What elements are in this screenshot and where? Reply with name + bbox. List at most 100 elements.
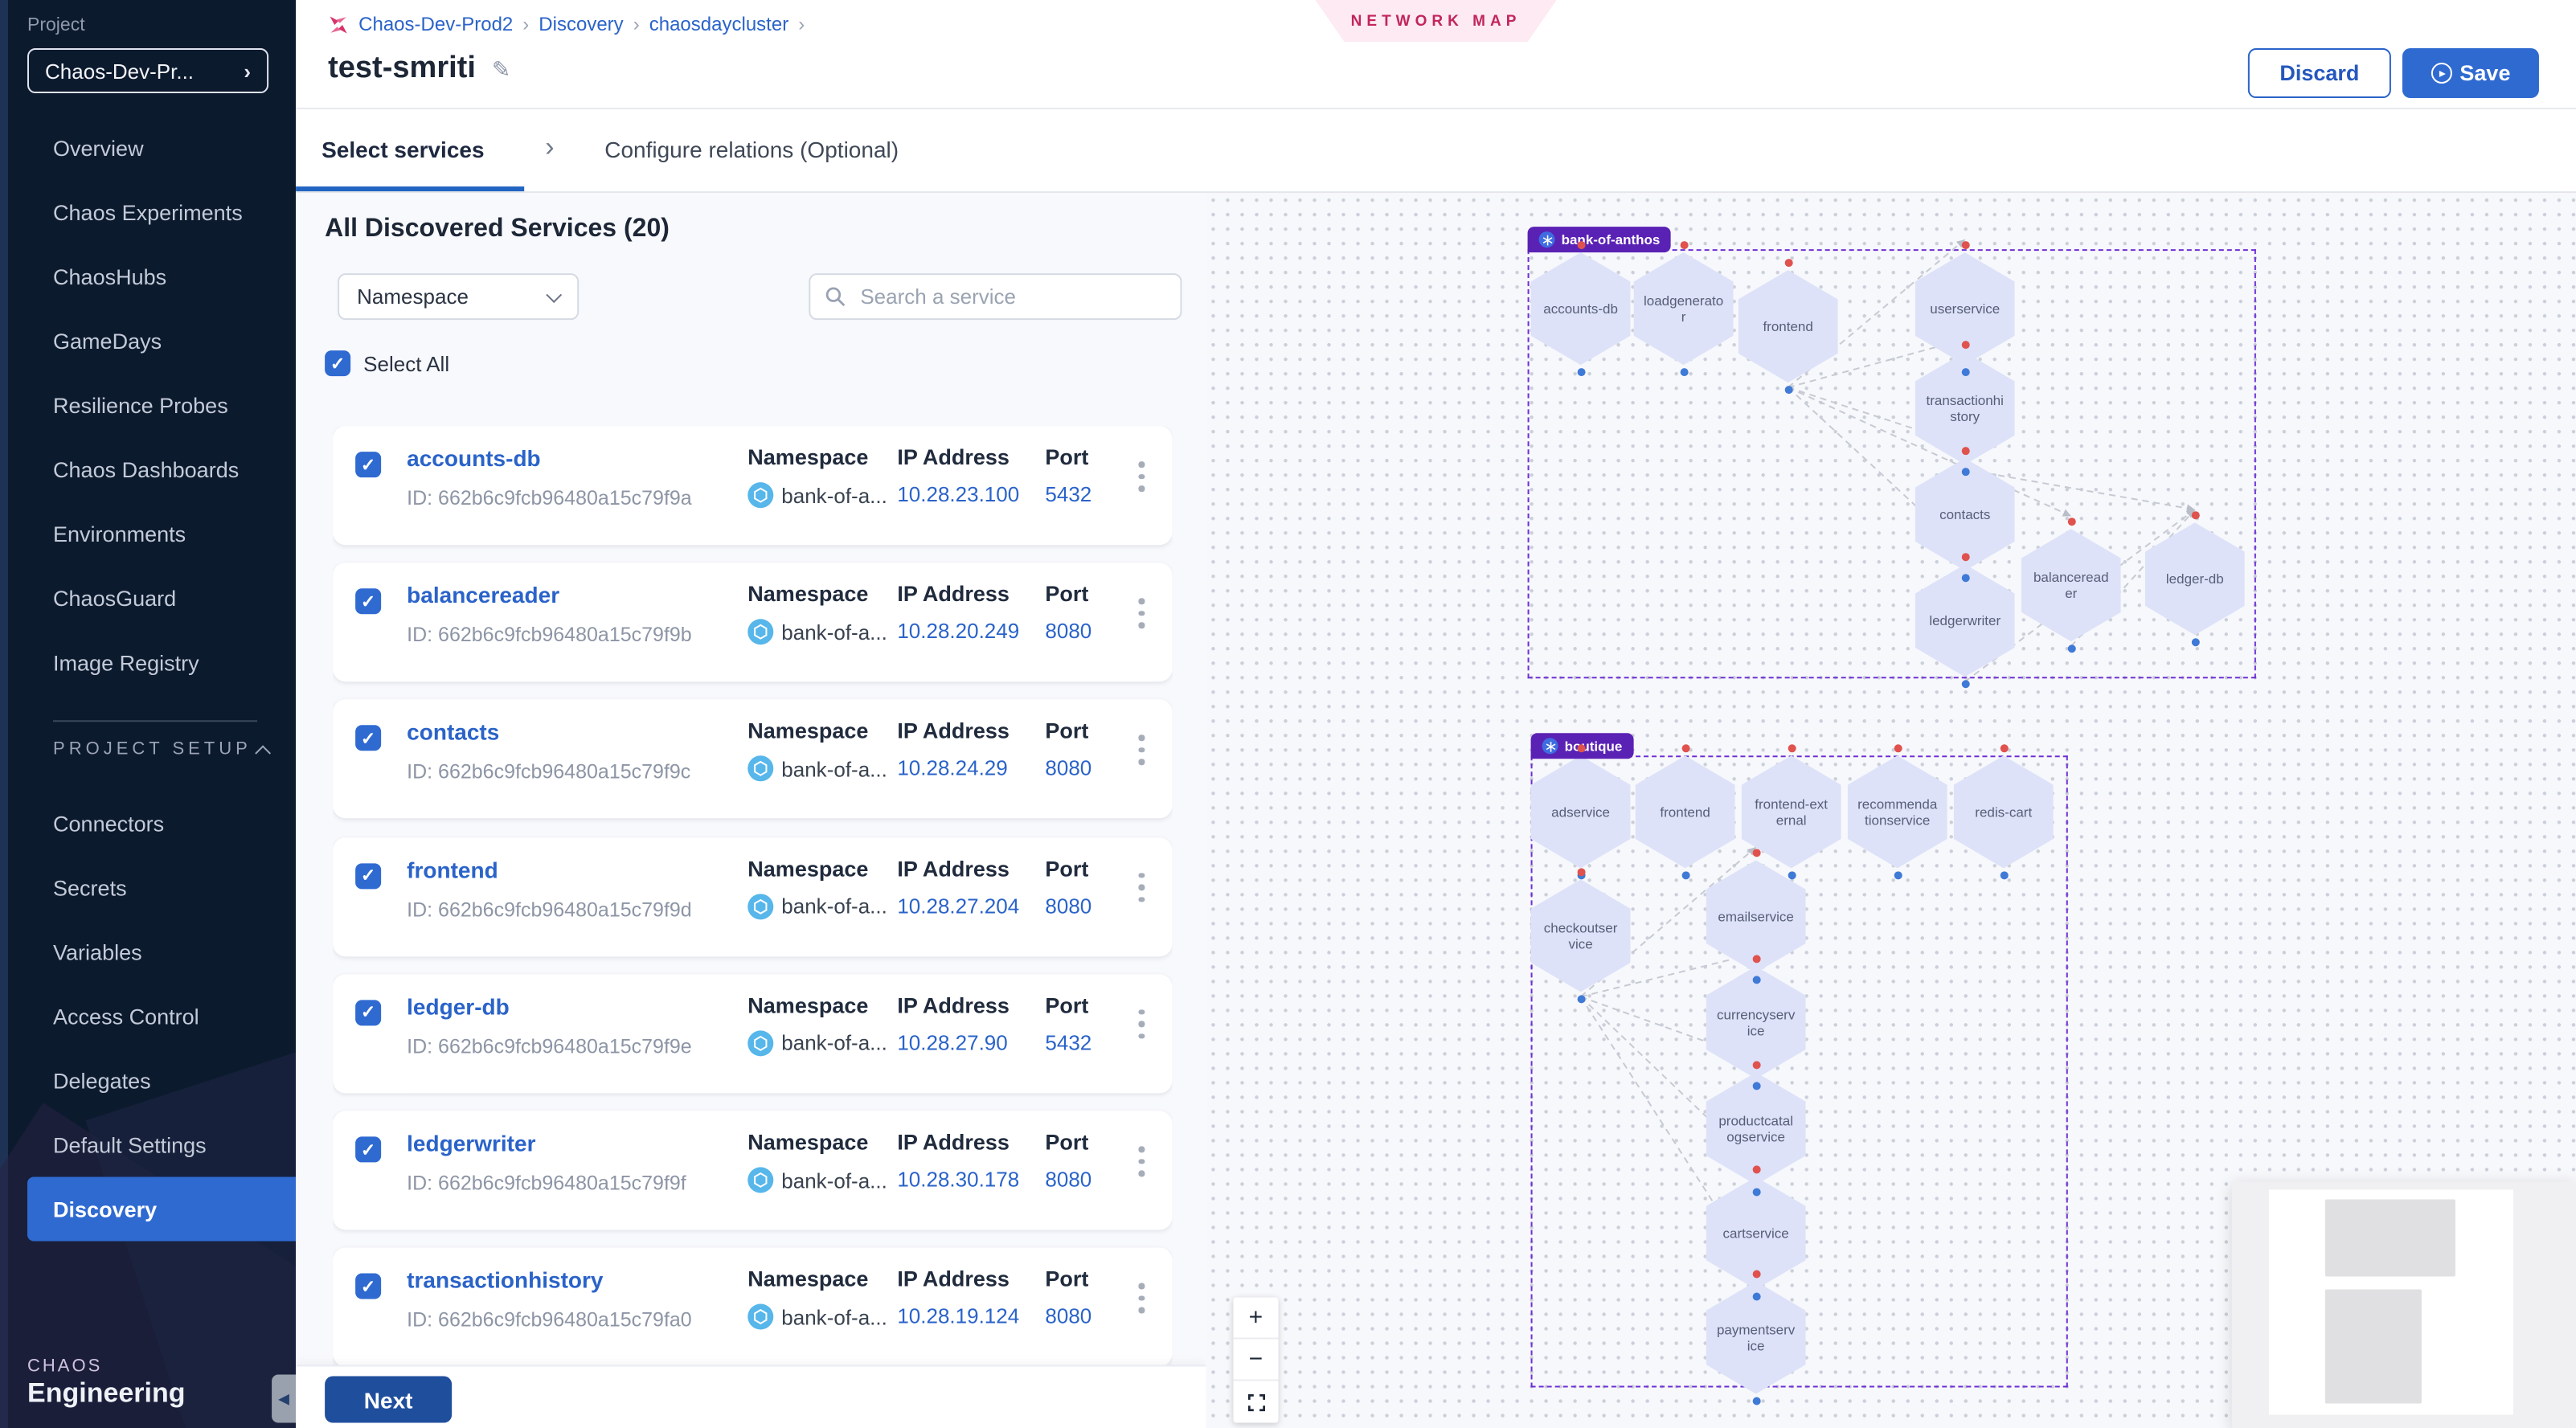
service-name-link[interactable]: contacts [407,719,500,746]
sidebar-item-secrets[interactable]: Secrets [53,875,127,900]
select-all-checkbox[interactable]: ✓ [325,350,351,377]
edit-pencil-icon[interactable]: ✎ [491,55,511,82]
service-checkbox[interactable]: ✓ [355,588,382,615]
ip-column-header: IP Address [897,582,1010,607]
node-label: ledgerwriter [1929,612,2001,629]
project-setup-header[interactable]: PROJECT SETUP [53,739,272,761]
service-search[interactable] [809,273,1182,321]
service-name-link[interactable]: ledger-db [407,992,510,1019]
sidebar-item-connectors[interactable]: Connectors [53,811,165,836]
minimap-cluster-bank-of-anthos [2324,1199,2455,1277]
service-name-link[interactable]: frontend [407,856,498,882]
sidebar-item-environments[interactable]: Environments [53,522,186,546]
node-port-dot-top [1751,1165,1760,1174]
service-menu-kebab-icon[interactable] [1132,455,1150,497]
fullscreen-button[interactable] [1233,1381,1279,1423]
service-card-accounts-db: ✓ accounts-db ID: 662b6c9fcb96480a15c79f9a… [333,426,1173,546]
sidebar-item-variables[interactable]: Variables [53,939,142,964]
node-port-dot-top [1576,868,1585,877]
discard-button[interactable]: Discard [2247,48,2391,99]
sidebar-item-chaosguard[interactable]: ChaosGuard [53,586,177,611]
port-column-header: Port [1045,445,1089,470]
namespace-icon [747,756,774,783]
service-checkbox[interactable]: ✓ [355,1136,382,1163]
node-label: loadgenerator [1643,292,1724,325]
sidebar-item-overview[interactable]: Overview [53,136,144,161]
sidebar-collapse-button[interactable]: ◀ [272,1374,297,1423]
sidebar-item-chaos-dashboards[interactable]: Chaos Dashboards [53,457,240,482]
service-checkbox[interactable]: ✓ [355,452,382,478]
sidebar-item-chaoshubs[interactable]: ChaosHubs [53,264,167,289]
sidebar-item-access-control[interactable]: Access Control [53,1004,199,1029]
service-menu-kebab-icon[interactable] [1132,1140,1150,1182]
service-menu-kebab-icon[interactable] [1132,1003,1150,1045]
node-label: contacts [1939,506,1991,523]
next-button[interactable]: Next [325,1376,453,1423]
sidebar-item-gamedays[interactable]: GameDays [53,329,162,354]
sidebar-rail [0,0,9,1428]
node-port-dot-top [1960,447,1969,456]
service-checkbox[interactable]: ✓ [355,726,382,752]
service-card-ledger-db: ✓ ledger-db ID: 662b6c9fcb96480a15c79f9e Na… [333,973,1173,1094]
service-checkbox[interactable]: ✓ [355,999,382,1025]
service-menu-kebab-icon[interactable] [1132,729,1150,771]
project-selector[interactable]: Chaos-Dev-Pr... › [27,48,269,94]
node-port-dot-bottom [1751,1292,1760,1301]
namespace-icon [747,1167,774,1193]
namespace-filter-dropdown[interactable]: Namespace [338,273,579,321]
tab-select-services[interactable]: Select services [321,137,485,163]
node-port-dot-bottom [1784,386,1792,395]
service-name-link[interactable]: balancereader [407,582,560,608]
sidebar-divider [53,720,258,722]
tab-configure-relations[interactable]: Configure relations (Optional) [604,137,899,163]
port-column-header: Port [1045,1266,1089,1291]
sidebar-item-chaos-experiments[interactable]: Chaos Experiments [53,200,243,225]
zoom-out-button[interactable]: − [1233,1339,1279,1381]
service-menu-kebab-icon[interactable] [1132,1277,1150,1320]
page-header: Chaos-Dev-Prod2 › Discovery › chaosdaycl… [296,0,2576,110]
ip-value: 10.28.20.249 [897,619,1020,644]
sidebar-item-image-registry[interactable]: Image Registry [53,650,199,675]
breadcrumb-cluster-link[interactable]: chaosdaycluster [649,13,789,36]
service-name-link[interactable]: ledgerwriter [407,1130,536,1156]
node-port-dot-top [2190,511,2199,520]
breadcrumb-project-link[interactable]: Chaos-Dev-Prod2 [358,13,514,36]
search-icon [825,286,846,307]
project-label: Project [27,16,85,36]
node-port-dot-top [1784,259,1792,268]
namespace-column-header: Namespace [747,856,869,881]
run-circle-icon [2431,63,2452,84]
services-heading: All Discovered Services (20) [325,215,670,243]
port-value: 5432 [1045,1029,1092,1054]
service-menu-kebab-icon[interactable] [1132,866,1150,909]
save-button[interactable]: Save [2402,48,2539,99]
breadcrumb-discovery-link[interactable]: Discovery [539,13,624,36]
sidebar-item-default-settings[interactable]: Default Settings [53,1132,207,1157]
node-label: redis-cart [1975,804,2033,820]
cluster-bank-of-anthos[interactable]: bank-of-anthos accounts-db loadgenerator fr… [1527,227,2256,689]
ip-value: 10.28.19.124 [897,1303,1020,1328]
service-id: ID: 662b6c9fcb96480a15c79f9a [407,487,692,510]
service-name-link[interactable]: accounts-db [407,445,541,472]
node-label: ledger-db [2165,571,2224,587]
sidebar-item-discovery[interactable]: Discovery [27,1176,297,1242]
namespace-icon [747,1303,774,1330]
service-name-link[interactable]: transactionhistory [407,1266,604,1293]
sidebar-nav-main: Overview Chaos Experiments ChaosHubs GameDa… [0,116,296,694]
namespace-column-header: Namespace [747,582,869,607]
sidebar: Project Chaos-Dev-Pr... › Overview Chaos … [0,0,297,1428]
namespace-value: bank-of-a... [781,1168,887,1193]
service-menu-kebab-icon[interactable] [1132,592,1150,635]
search-input[interactable] [857,283,1166,311]
network-map-canvas[interactable]: + − bank-of-anthos accounts-db loadgenerat… [1206,193,2576,1428]
node-label: currencyservice [1716,1006,1796,1039]
zoom-in-button[interactable]: + [1233,1297,1279,1340]
service-checkbox[interactable]: ✓ [355,1273,382,1299]
cluster-boutique[interactable]: boutique adservice frontend frontend-extern… [1530,733,2068,1405]
namespace-icon [747,619,774,645]
sidebar-item-resilience-probes[interactable]: Resilience Probes [53,393,228,418]
sidebar-item-delegates[interactable]: Delegates [53,1068,151,1093]
minimap[interactable] [2231,1181,2576,1428]
minimap-cluster-boutique [2324,1289,2422,1404]
service-checkbox[interactable]: ✓ [355,862,382,889]
